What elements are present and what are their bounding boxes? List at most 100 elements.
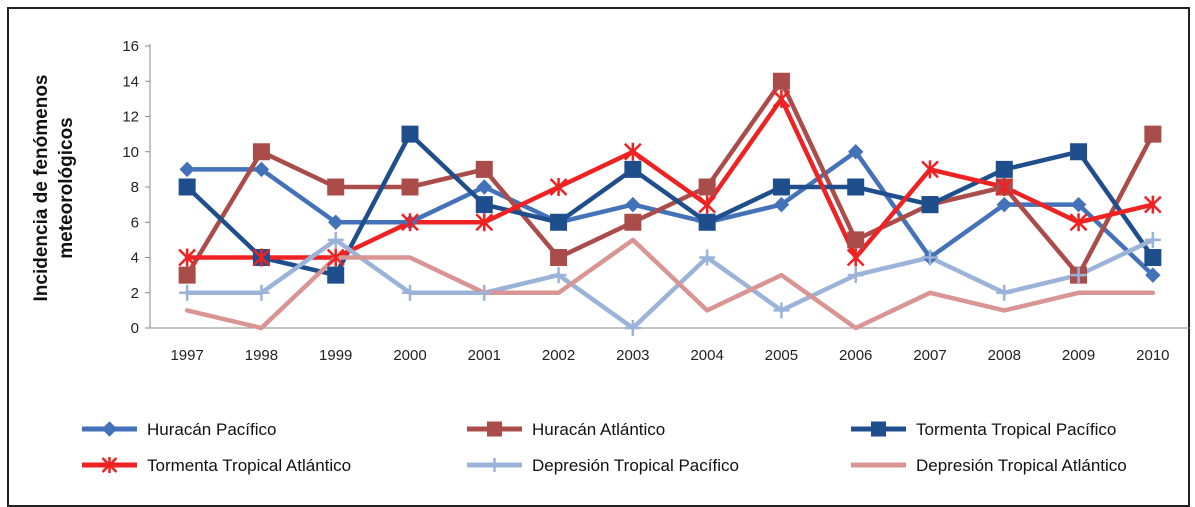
series-3-point [921, 196, 939, 214]
series-1-point [253, 161, 270, 178]
series-3-point [772, 178, 790, 196]
legend-marker [487, 421, 502, 437]
series-2-point [252, 143, 270, 161]
series-3-point [1070, 143, 1088, 161]
series-3-point [1144, 249, 1162, 266]
line-chart: Incidencia de fenómenos meteorológicos 0… [31, 38, 1190, 475]
series-2-point [327, 178, 345, 196]
legend-label: Tormenta Tropical Atlántico [147, 456, 351, 475]
x-tick-label: 1998 [245, 347, 278, 364]
axes: 0 2 4 6 8 10 12 14 16 1997 1998 1999 2000 2001 2002 200… [122, 38, 1190, 364]
series-3-point [327, 266, 345, 284]
legend-marker [487, 458, 502, 472]
series-4-point [549, 178, 568, 196]
series-5-point [699, 249, 716, 266]
series-1-point [328, 214, 344, 230]
series-1-point [848, 144, 864, 160]
y-axis-label-line-2: meteorológicos [56, 117, 77, 258]
series-4-point [623, 142, 642, 161]
series-4-point [178, 248, 197, 267]
legend-item: Tormenta Tropical Pacífico [851, 420, 1116, 439]
series-5-point [402, 284, 418, 301]
series-5-point [624, 320, 641, 336]
legend-label: Huracán Pacífico [147, 420, 276, 439]
series-1-point [773, 196, 790, 213]
series-1-point [1070, 196, 1087, 213]
series-lines [184, 79, 1156, 331]
y-tick-label: 10 [122, 144, 139, 161]
series-3-point [475, 196, 493, 214]
series-5-point [922, 249, 938, 266]
legend-marker [101, 457, 118, 473]
series-5-point [996, 284, 1013, 301]
legend-label: Tormenta Tropical Pacífico [916, 420, 1116, 439]
series-5-point [179, 284, 196, 301]
series-2-point [847, 231, 865, 249]
series-4-point [475, 213, 494, 232]
x-tick-label: 1999 [319, 347, 352, 364]
x-tick-label: 2006 [839, 347, 872, 364]
series-4-point [846, 248, 865, 267]
legend-marker [871, 421, 886, 437]
series-5-point [476, 284, 493, 301]
series-2-point [624, 213, 642, 231]
series-5-point [327, 231, 344, 248]
x-tick-label: 2001 [468, 347, 501, 364]
x-tick-label: 2009 [1062, 347, 1095, 364]
series-3-point [995, 160, 1013, 178]
series-3-point [401, 125, 419, 143]
series-4-point [772, 89, 791, 108]
series-1-point [625, 196, 641, 213]
y-tick-label: 16 [122, 38, 139, 55]
series-2-point [550, 249, 568, 266]
series-2-point [401, 178, 419, 196]
series-3-point [178, 178, 196, 196]
y-tick-label: 2 [131, 285, 139, 302]
series-2-point [475, 160, 493, 178]
x-tick-label: 2005 [765, 347, 798, 364]
y-axis-label: Incidencia de fenómenos meteorológicos [31, 75, 77, 302]
series-5-point [253, 284, 270, 301]
series-5-line [184, 237, 1156, 331]
x-tick-label: 2000 [393, 347, 426, 364]
series-4-point [995, 178, 1014, 196]
series-5-point [847, 267, 864, 284]
x-tick-label: 2003 [616, 347, 649, 364]
y-tick-label: 12 [122, 109, 139, 126]
series-1-point [476, 179, 492, 195]
y-tick-label: 0 [131, 320, 139, 337]
series-markers [178, 72, 1162, 336]
legend-label: Depresión Tropical Atlántico [916, 456, 1127, 475]
series-3-point [550, 213, 568, 231]
x-tick-label: 2008 [988, 347, 1021, 364]
series-5-point [1070, 267, 1087, 284]
x-tick-label: 2010 [1136, 347, 1169, 364]
legend-label: Huracán Atlántico [532, 420, 665, 439]
legend: Huracán Pacífico Huracán Atlántico Torment… [82, 420, 1127, 475]
series-5-point [1144, 231, 1161, 248]
x-tick-label: 2004 [690, 347, 723, 364]
x-tick-label: 2002 [542, 347, 575, 364]
y-axis-label-line-1: Incidencia de fenómenos [31, 75, 52, 302]
series-2-point [1144, 125, 1162, 143]
y-tick-label: 4 [131, 250, 139, 267]
series-4-point [1069, 213, 1088, 232]
y-tick-label: 6 [131, 214, 139, 231]
series-5-point [550, 267, 567, 284]
series-1-point [1145, 267, 1161, 283]
x-tick-label: 1997 [170, 347, 203, 364]
series-4-point [698, 195, 717, 214]
series-1-line [184, 149, 1156, 278]
series-3-point [847, 178, 865, 196]
series-4-point [401, 213, 419, 232]
x-tick-label: 2007 [913, 347, 946, 364]
series-2-line [184, 79, 1156, 278]
legend-item: Depresión Tropical Atlántico [851, 456, 1127, 475]
series-2-point [698, 178, 716, 196]
series-4-line [184, 96, 1156, 260]
y-tick-label: 14 [122, 73, 139, 90]
series-2-point [772, 72, 790, 90]
legend-item: Depresión Tropical Pacífico [467, 456, 739, 475]
series-4-point [252, 248, 271, 267]
series-3-point [624, 160, 642, 178]
